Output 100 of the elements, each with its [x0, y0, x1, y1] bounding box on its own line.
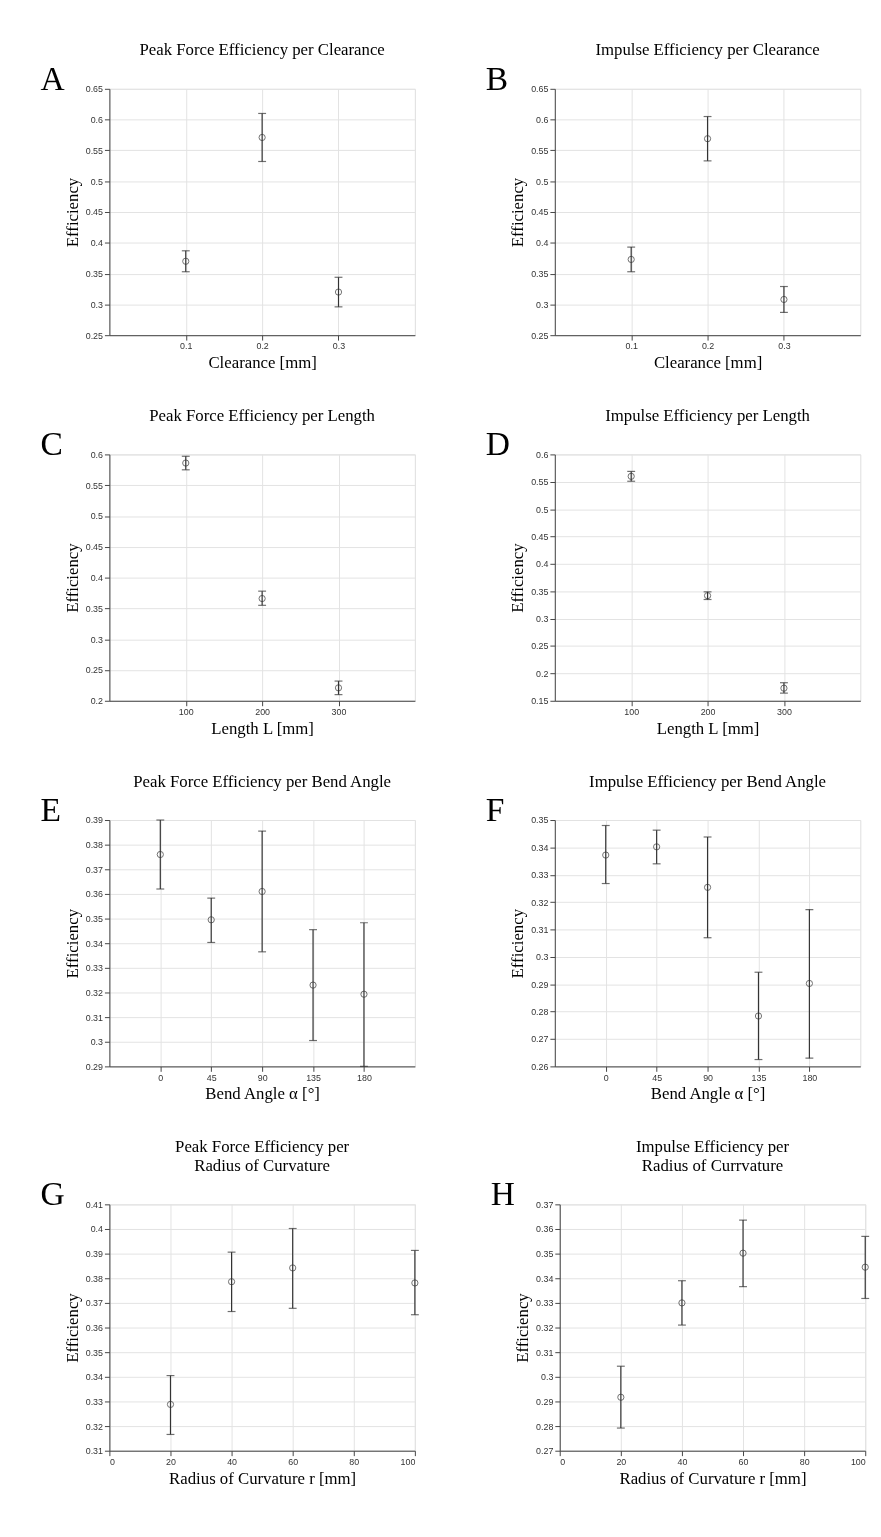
y-tick-label: 0.5 [536, 504, 549, 515]
y-tick-label: 0.4 [536, 238, 549, 249]
y-tick-label: 0.33 [85, 963, 104, 974]
y-axis-title: Efficiency [62, 177, 82, 248]
x-tick-label: 100 [850, 1457, 866, 1468]
x-axis-title: Length L [mm] [211, 718, 314, 738]
y-tick-label: 0.28 [536, 1421, 554, 1432]
x-tick-label: 135 [306, 1072, 321, 1083]
y-tick-label: 0.6 [536, 115, 549, 126]
y-tick-label: 0.29 [531, 979, 549, 990]
y-tick-label: 0.4 [90, 238, 104, 249]
y-tick-label: 0.35 [531, 815, 549, 826]
y-tick-label: 0.45 [531, 531, 549, 542]
y-tick-label: 0.36 [85, 889, 104, 900]
x-axis-title: Clearance [mm] [653, 353, 763, 373]
chart-title: Peak Force Efficiency per Length [149, 405, 376, 425]
y-tick-label: 0.32 [536, 1322, 554, 1333]
x-axis-title: Radius of Curvature r [mm] [169, 1468, 357, 1488]
x-tick-label: 135 [751, 1072, 767, 1083]
point [703, 883, 712, 891]
y-tick-label: 0.33 [85, 1396, 104, 1407]
y-tick-label: 0.65 [85, 84, 104, 95]
x-tick-label: 0 [560, 1457, 566, 1468]
y-axis-title: Efficiency [508, 542, 528, 613]
y-tick-label: 0.6 [90, 115, 104, 126]
y-tick-label: 0.36 [536, 1224, 554, 1235]
chart-title: Peak Force Efficiency per Radius of Curvature [175, 1137, 350, 1175]
y-tick-label: 0.2 [536, 668, 549, 679]
y-tick-label: 0.35 [536, 1249, 554, 1260]
y-axis-title: Efficiency [62, 908, 82, 979]
y-tick-label: 0.39 [85, 1249, 104, 1260]
point [617, 1393, 625, 1401]
y-tick-label: 0.33 [531, 870, 549, 881]
y-tick-label: 0.38 [85, 1273, 104, 1284]
y-tick-label: 0.6 [90, 449, 104, 460]
y-tick-label: 0.4 [536, 559, 549, 570]
y-tick-label: 0.35 [531, 586, 549, 597]
y-tick-label: 0.34 [85, 938, 104, 949]
y-tick-label: 0.34 [85, 1372, 104, 1383]
y-tick-label: 0.33 [536, 1298, 554, 1309]
text: H [490, 1175, 515, 1213]
y-tick-label: 0.37 [536, 1199, 554, 1210]
y-tick-label: 0.55 [85, 480, 104, 491]
y-tick-label: 0.6 [536, 449, 549, 460]
y-tick-label: 0.3 [90, 1037, 104, 1048]
chart-title: Impulse Efficiency per Bend Angle [589, 771, 827, 791]
point [739, 1249, 747, 1257]
y-tick-label: 0.15 [531, 696, 549, 707]
x-axis-title: Length L [mm] [656, 718, 760, 738]
y-tick-label: 0.32 [85, 987, 104, 998]
y-tick-label: 0.32 [85, 1421, 104, 1432]
chart-title: Impulse Efficiency per Radius of Currvature [635, 1137, 790, 1175]
chart-title: Impulse Efficiency per Clearance [595, 40, 820, 60]
x-tick-label: 0.3 [778, 341, 791, 352]
x-tick-label: 180 [357, 1072, 372, 1083]
y-tick-label: 0.25 [531, 641, 549, 652]
y-tick-label: 0.4 [90, 1224, 104, 1235]
y-tick-label: 0.29 [536, 1396, 554, 1407]
x-axis-title: Clearance [mm] [208, 353, 317, 373]
y-tick-label: 0.35 [85, 914, 104, 925]
x-axis-title: Radius of Curvature r [mm] [619, 1468, 807, 1488]
x-tick-label: 45 [652, 1072, 663, 1083]
y-tick-label: 0.4 [90, 573, 104, 584]
y-tick-label: 0.3 [90, 634, 104, 645]
x-tick-label: 200 [255, 707, 271, 718]
y-tick-label: 0.35 [85, 269, 104, 280]
chart-title: Peak Force Efficiency per Clearance [139, 40, 385, 60]
text: A [40, 59, 65, 97]
y-tick-label: 0.37 [85, 864, 104, 875]
y-tick-label: 0.35 [85, 603, 104, 614]
x-tick-label: 100 [624, 707, 640, 718]
y-tick-label: 0.34 [531, 842, 549, 853]
y-tick-label: 0.45 [531, 207, 549, 218]
y-tick-label: 0.2 [90, 696, 104, 707]
y-tick-label: 0.3 [90, 299, 104, 310]
x-tick-label: 90 [703, 1072, 714, 1083]
y-tick-label: 0.25 [85, 665, 104, 676]
text: C [40, 425, 63, 463]
x-tick-label: 0 [109, 1457, 115, 1468]
y-tick-label: 0.55 [85, 145, 104, 156]
y-axis-title: Efficiency [513, 1292, 533, 1363]
x-tick-label: 180 [802, 1072, 818, 1083]
y-tick-label: 0.29 [85, 1061, 104, 1072]
point [309, 981, 317, 989]
y-tick-label: 0.55 [531, 477, 549, 488]
y-tick-label: 0.31 [536, 1347, 554, 1358]
y-axis-title: Efficiency [62, 1292, 82, 1363]
point [156, 850, 164, 859]
point [360, 990, 368, 998]
point [207, 916, 215, 924]
x-tick-label: 100 [178, 707, 194, 718]
x-tick-label: 100 [400, 1457, 416, 1468]
point [703, 135, 712, 143]
y-tick-label: 0.55 [531, 145, 549, 156]
y-tick-label: 0.27 [531, 1034, 549, 1045]
y-tick-label: 0.65 [531, 84, 549, 95]
y-tick-label: 0.3 [536, 614, 549, 625]
y-tick-label: 0.37 [85, 1298, 104, 1309]
y-axis-title: Efficiency [62, 542, 82, 613]
point [805, 979, 814, 988]
